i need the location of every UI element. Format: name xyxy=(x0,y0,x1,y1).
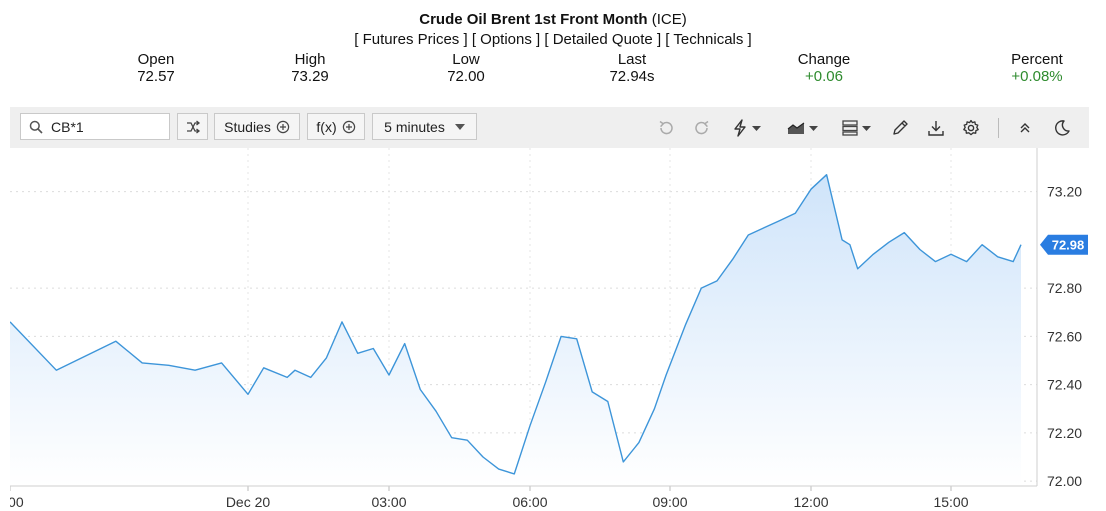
x-tick-label: Dec 20 xyxy=(226,494,271,510)
y-tick-label: 72.00 xyxy=(1047,473,1082,489)
caret-down-icon xyxy=(751,125,761,131)
stat-last: Last 72.94s xyxy=(600,51,664,85)
download-button[interactable] xyxy=(925,117,947,139)
technicals-link[interactable]: [ Technicals ] xyxy=(665,31,752,48)
chart-type-menu[interactable] xyxy=(782,117,822,139)
settings-button[interactable] xyxy=(960,117,982,139)
instrument-name: Crude Oil Brent 1st Front Month xyxy=(419,11,648,28)
x-tick-label: 12:00 xyxy=(793,494,828,510)
stat-last-label: Last xyxy=(617,51,647,68)
fx-label: f(x) xyxy=(316,118,337,135)
stat-high: High 73.29 xyxy=(280,51,340,85)
stat-percent-label: Percent xyxy=(1011,51,1063,68)
moon-icon xyxy=(1055,120,1070,136)
stat-percent-value: +0.08% xyxy=(1011,68,1063,85)
collapse-button[interactable] xyxy=(1014,117,1036,139)
plus-circle-icon xyxy=(276,120,290,133)
y-tick-label: 72.60 xyxy=(1047,328,1082,344)
price-line xyxy=(10,174,1022,475)
undo-icon xyxy=(659,120,673,135)
y-tick-label: 72.20 xyxy=(1047,425,1082,441)
stat-change-value: +0.06 xyxy=(805,68,843,85)
symbol-search[interactable] xyxy=(20,113,170,140)
stat-low: Low 72.00 xyxy=(436,51,496,85)
price-area xyxy=(10,174,1021,486)
futures-prices-link[interactable]: [ Futures Prices ] xyxy=(354,31,468,48)
y-tick-label: 72.80 xyxy=(1047,280,1082,296)
events-menu[interactable] xyxy=(726,117,766,139)
stat-low-label: Low xyxy=(452,51,480,68)
stat-open-label: Open xyxy=(137,51,175,68)
price-chart[interactable]: 73.20 72.80 72.60 72.40 72.20 72.00 9:00 Dec 20… xyxy=(10,148,1096,511)
last-price-label: 72.98 xyxy=(1052,238,1085,253)
search-icon xyxy=(29,120,43,134)
layout-icon xyxy=(841,120,858,136)
theme-toggle[interactable] xyxy=(1051,117,1073,139)
compare-button[interactable] xyxy=(177,113,208,140)
redo-icon xyxy=(695,120,709,135)
y-tick-label: 73.20 xyxy=(1047,184,1082,200)
exchange-label: (ICE) xyxy=(651,11,687,28)
shuffle-icon xyxy=(186,119,200,134)
pencil-icon xyxy=(893,120,908,135)
options-link[interactable]: [ Options ] xyxy=(471,31,541,48)
x-tick-label: 06:00 xyxy=(512,494,547,510)
collapse-icon xyxy=(1020,123,1030,133)
toolbar-divider xyxy=(998,118,999,138)
stat-high-label: High xyxy=(294,51,326,68)
caret-down-icon xyxy=(861,125,871,131)
detailed-quote-link[interactable]: [ Detailed Quote ] xyxy=(544,31,662,48)
lightning-icon xyxy=(733,119,746,137)
area-chart-icon xyxy=(787,122,804,134)
plus-circle-icon xyxy=(342,120,355,133)
draw-button[interactable] xyxy=(889,117,911,139)
symbol-input[interactable] xyxy=(49,117,163,136)
gear-icon xyxy=(963,119,979,136)
x-tick-label: 09:00 xyxy=(652,494,687,510)
interval-select[interactable]: 5 minutes xyxy=(372,113,477,140)
x-tick-label: 15:00 xyxy=(933,494,968,510)
quote-title: Crude Oil Brent 1st Front Month (ICE) xyxy=(0,11,1106,28)
function-button[interactable]: f(x) xyxy=(307,113,365,140)
chart-toolbar: Studies f(x) 5 minutes xyxy=(10,107,1089,148)
last-price-badge xyxy=(1040,234,1088,255)
stat-open: Open 72.57 xyxy=(126,51,186,85)
layout-menu[interactable] xyxy=(836,117,876,139)
stat-change-label: Change xyxy=(797,51,851,68)
stat-low-value: 72.00 xyxy=(447,68,485,85)
stat-open-value: 72.57 xyxy=(137,68,175,85)
download-icon xyxy=(928,121,944,136)
stat-change: Change +0.06 xyxy=(792,51,856,85)
studies-label: Studies xyxy=(224,118,271,135)
stat-last-value: 72.94s xyxy=(609,68,655,85)
x-tick-label: 03:00 xyxy=(371,494,406,510)
x-tick-label: 9:00 xyxy=(10,494,24,510)
stat-high-value: 73.29 xyxy=(291,68,329,85)
caret-down-icon xyxy=(454,123,465,130)
stat-percent: Percent +0.08% xyxy=(1002,51,1072,85)
interval-label: 5 minutes xyxy=(384,118,445,135)
studies-button[interactable]: Studies xyxy=(214,113,300,140)
redo-button[interactable] xyxy=(691,117,713,139)
quote-links: [ Futures Prices ] [ Options ] [ Detaile… xyxy=(0,31,1106,48)
y-tick-label: 72.40 xyxy=(1047,377,1082,393)
undo-button[interactable] xyxy=(655,117,677,139)
caret-down-icon xyxy=(808,125,818,131)
